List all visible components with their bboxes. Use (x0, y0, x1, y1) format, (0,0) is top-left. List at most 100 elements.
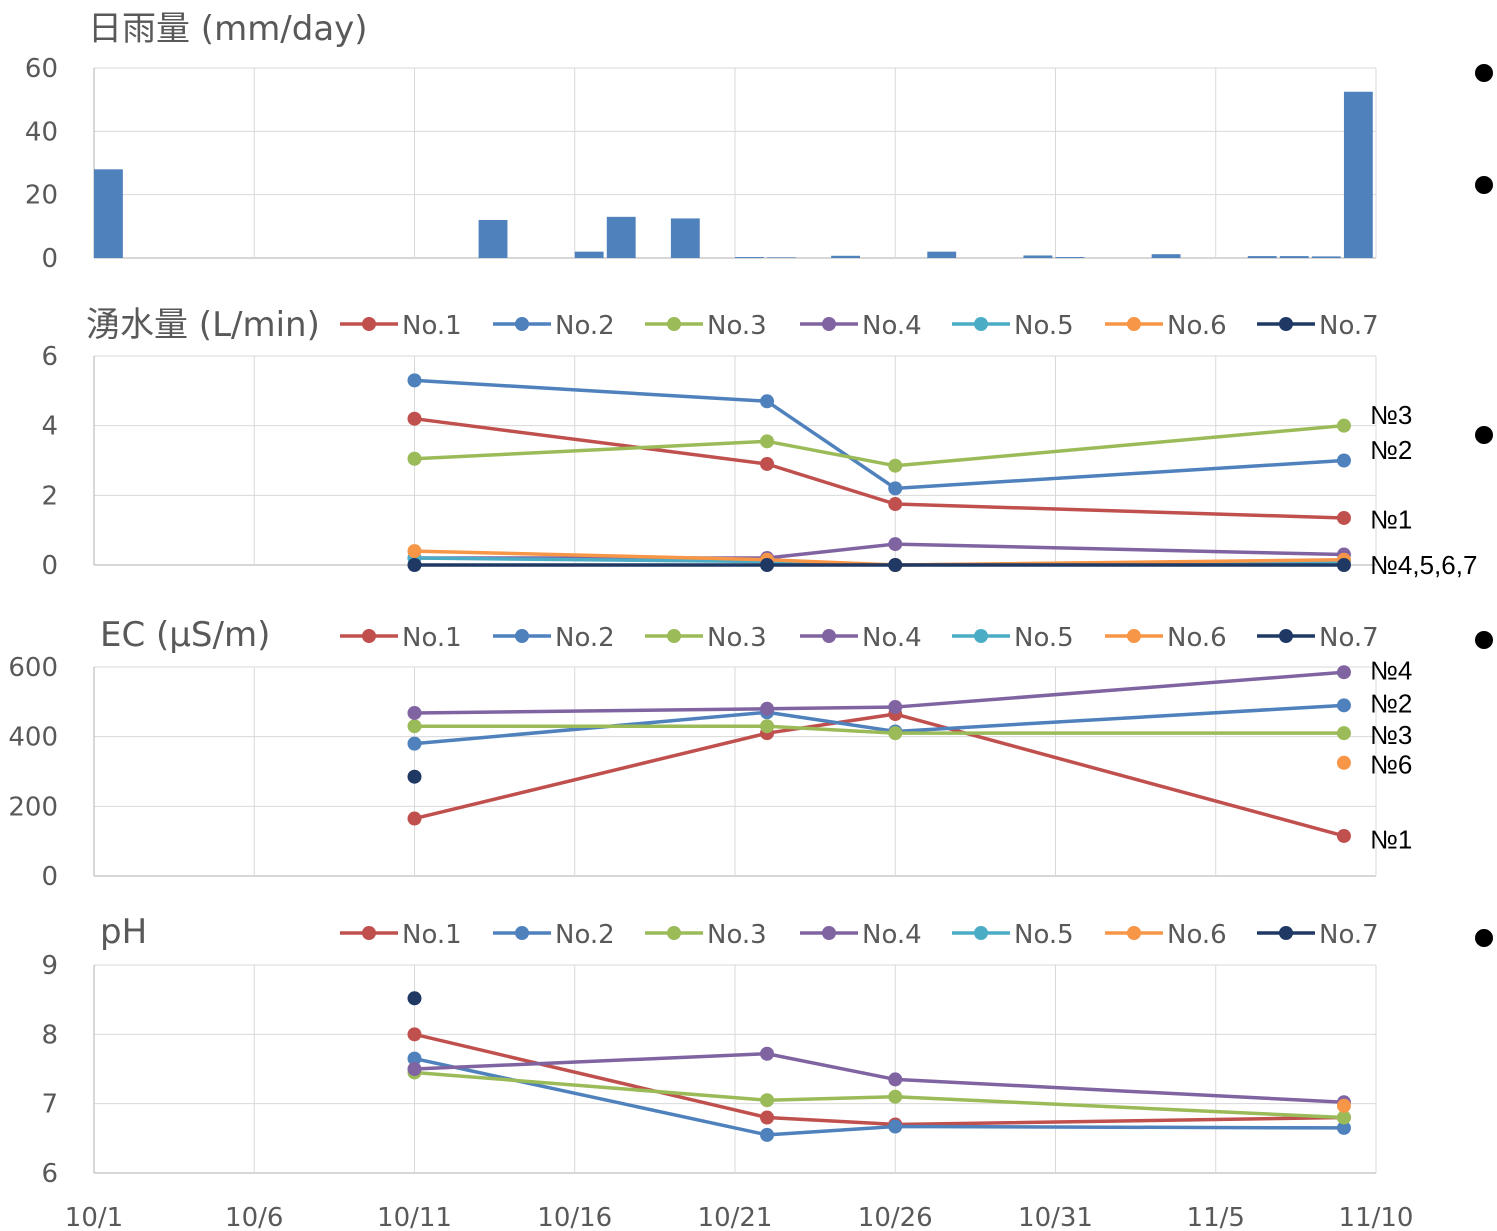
data-point (760, 1046, 775, 1061)
legend-item-no7: No.7 (1257, 920, 1379, 950)
legend-marker (1279, 629, 1293, 643)
rain-bar (1151, 254, 1181, 258)
legend-item-no2: No.2 (493, 311, 615, 341)
rain-bar (1247, 256, 1277, 258)
legend-marker (1127, 317, 1141, 331)
legend-marker (822, 317, 836, 331)
legend-label: No.4 (862, 623, 922, 653)
data-point (760, 434, 775, 449)
chart-panel-3: 0 200 400 600 EC (μS/m) No.1 No.2 No.3 No.4 No.5 N… (8, 615, 1412, 892)
legend-item-no3: No.3 (645, 920, 767, 950)
legend-item-no6: No.6 (1105, 920, 1227, 950)
y-tick-label: 8 (41, 1020, 58, 1050)
legend-marker (667, 926, 681, 940)
y-tick-label: 600 (8, 653, 58, 683)
bullet-dot (1475, 631, 1493, 649)
legend-item-no7: No.7 (1257, 623, 1379, 653)
bullet-dot (1475, 426, 1493, 444)
y-tick-label: 2 (41, 481, 58, 511)
data-point (888, 537, 903, 552)
series-line-no3 (414, 1070, 1345, 1120)
data-point (1336, 698, 1351, 713)
data-point (888, 458, 903, 473)
legend-label: No.4 (862, 920, 922, 950)
legend-item-no1: No.1 (340, 311, 462, 341)
data-point (1336, 453, 1351, 468)
x-tick-label: 10/16 (537, 1203, 612, 1231)
data-point (1336, 665, 1351, 680)
legend-marker (822, 926, 836, 940)
legend-marker (515, 629, 529, 643)
series-annotation: №2 (1370, 435, 1412, 465)
series-line-no3 (414, 724, 1344, 735)
series-annotation: №3 (1370, 400, 1412, 430)
y-tick-label: 0 (41, 551, 58, 581)
legend-label: No.7 (1319, 623, 1379, 653)
chart-title: 湧水量 (L/min) (86, 305, 320, 345)
legend-marker (362, 629, 376, 643)
data-point (407, 1027, 422, 1042)
rain-bar (1343, 91, 1373, 258)
data-point (760, 456, 775, 471)
rain-bar (735, 257, 764, 258)
y-tick-label: 40 (25, 117, 58, 147)
data-point (407, 558, 422, 572)
chart-title: 日雨量 (mm/day) (88, 9, 368, 49)
x-tick-label: 10/31 (1018, 1203, 1093, 1231)
x-tick-label: 10/6 (225, 1203, 283, 1231)
legend-item-no1: No.1 (340, 623, 462, 653)
data-point (888, 700, 903, 715)
y-tick-label: 0 (41, 862, 58, 892)
data-point (1336, 1098, 1351, 1113)
legend-item-no4: No.4 (800, 623, 922, 653)
series-line-no3 (414, 423, 1345, 468)
legend-item-no2: No.2 (493, 920, 615, 950)
y-tick-label: 4 (41, 412, 58, 442)
legend-marker (974, 317, 988, 331)
legend-marker (1127, 926, 1141, 940)
series-line-no6 (414, 549, 1344, 567)
legend-marker (974, 629, 988, 643)
legend-item-no2: No.2 (493, 623, 615, 653)
legend-label: No.6 (1167, 623, 1227, 653)
rain-bar (767, 257, 796, 258)
series-annotation: №2 (1370, 689, 1412, 719)
data-point (888, 558, 903, 572)
series-line-no1 (414, 1032, 1344, 1127)
rain-bar (606, 216, 636, 258)
series-line-no4 (414, 670, 1345, 715)
legend-marker (974, 926, 988, 940)
data-point (407, 544, 422, 559)
data-point (407, 1062, 422, 1076)
y-tick-label: 200 (8, 792, 58, 822)
rain-bar (574, 251, 604, 258)
chart-title: EC (μS/m) (100, 615, 270, 655)
data-point (888, 1072, 903, 1087)
legend-item-no3: No.3 (645, 311, 767, 341)
legend-label: No.5 (1014, 311, 1074, 341)
data-point (760, 558, 775, 572)
y-tick-label: 7 (41, 1090, 58, 1120)
y-tick-label: 400 (8, 723, 58, 753)
data-point (760, 394, 775, 409)
chart-title: pH (100, 912, 147, 952)
y-tick-label: 9 (41, 951, 58, 981)
x-tick-label: 10/1 (65, 1203, 123, 1231)
series-annotation: №4 (1370, 655, 1412, 685)
chart-panel-4: 6 7 8 9 pH No.1 No.2 No.3 No.4 No.5 No.6 No.7 (41, 912, 1378, 1189)
y-tick-label: 6 (41, 342, 58, 372)
legend-marker (515, 317, 529, 331)
legend-item-no5: No.5 (952, 920, 1074, 950)
rain-bar (831, 255, 860, 258)
legend-label: No.7 (1319, 311, 1379, 341)
legend-item-no4: No.4 (800, 920, 922, 950)
rain-bar (927, 251, 957, 258)
data-point (888, 1119, 903, 1134)
series-annotation: №6 (1370, 750, 1412, 780)
legend-label: No.2 (555, 920, 615, 950)
rain-bar (1311, 256, 1341, 258)
legend-item-no1: No.1 (340, 920, 462, 950)
bullet-dot (1475, 64, 1493, 82)
data-point (888, 481, 903, 496)
